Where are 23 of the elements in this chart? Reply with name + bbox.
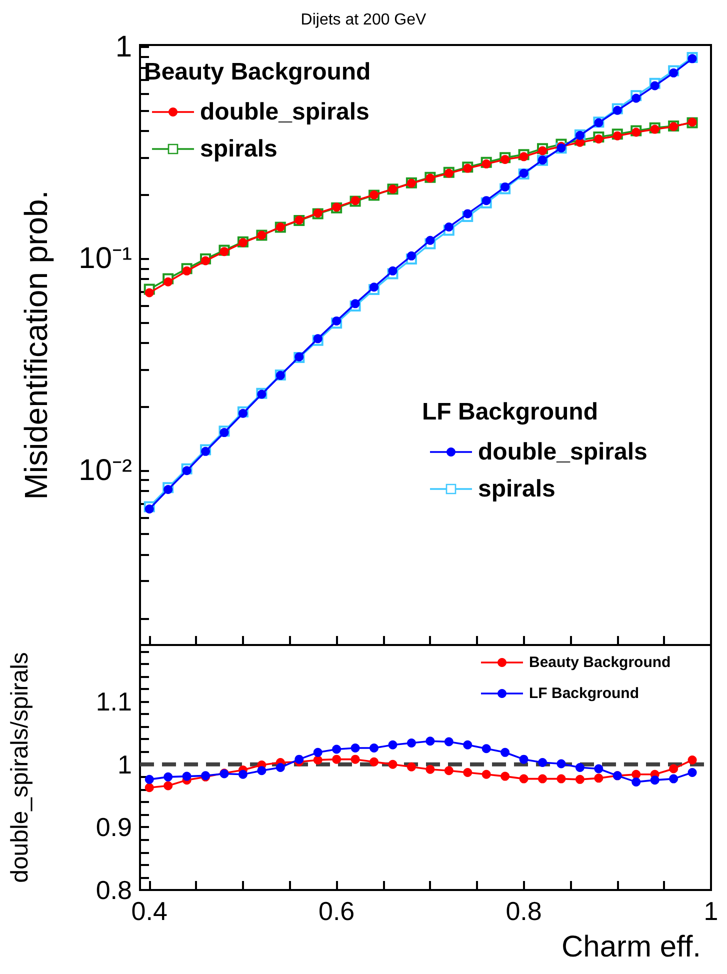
x-tick-label: 0.8 [506, 896, 542, 926]
x-tick-label: 1 [704, 896, 718, 926]
y-tick-label: 1 [118, 749, 132, 780]
y-axis-title: Misidentification prob. [18, 190, 54, 500]
y-tick-label: 0.9 [96, 812, 132, 842]
y-tick-label: 1 [115, 30, 132, 64]
x-axis-title: Charm eff. [562, 930, 701, 964]
legend-label: double_spirals [200, 98, 370, 126]
y-tick-label: 10⁻² [78, 454, 132, 487]
y-axis-title: double_spirals/spirals [6, 652, 34, 883]
legend-label: double_spirals [478, 438, 648, 466]
legend-label: LF Background [529, 685, 640, 702]
legend-label: Beauty Background [529, 654, 671, 671]
y-tick-label: 1.1 [96, 686, 132, 717]
x-tick-label: 0.6 [318, 896, 355, 926]
legend-label: spirals [478, 476, 556, 502]
annotation: Beauty Background [144, 58, 371, 86]
annotation: LF Background [422, 398, 598, 426]
y-tick-label: 0.8 [96, 875, 132, 905]
y-tick-label: 10⁻¹ [78, 242, 132, 276]
legend-label: spirals [200, 136, 278, 162]
chart-title: Dijets at 200 GeV [300, 12, 427, 28]
x-tick-label: 0.4 [131, 896, 168, 926]
